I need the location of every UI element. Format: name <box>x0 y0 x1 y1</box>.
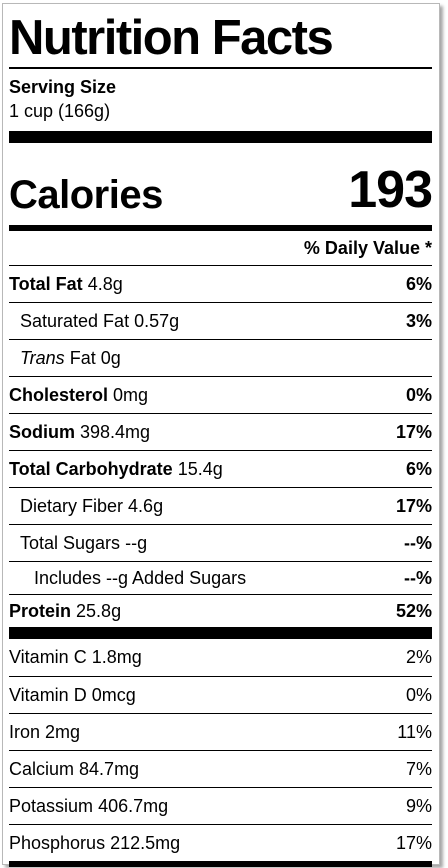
serving-size-label: Serving Size <box>9 77 117 97</box>
vitamin-label: Calcium 84.7mg <box>9 759 139 780</box>
vitamin-row-phosphorus: Phosphorus 212.5mg 17% <box>9 824 432 861</box>
calories-label: Calories <box>9 173 163 217</box>
vitamin-name: Potassium <box>9 795 94 816</box>
divider-thick <box>9 131 432 143</box>
nutrient-label: Total Sugars --g <box>20 533 147 554</box>
nutrient-label: Cholesterol 0mg <box>9 385 148 406</box>
vitamin-label: Vitamin D 0mcg <box>9 685 136 706</box>
nutrient-name: Fat <box>69 347 96 368</box>
nutrient-row-dietary-fiber: Dietary Fiber 4.6g 17% <box>9 487 432 524</box>
nutrient-daily-value: 17% <box>395 421 432 442</box>
nutrient-label: Trans Fat 0g <box>20 348 121 369</box>
nutrient-row-added-sugars: Includes --g Added Sugars --% <box>9 561 432 594</box>
vitamin-amount: 1.8mg <box>91 647 142 667</box>
nutrient-label: Saturated Fat 0.57g <box>20 311 179 332</box>
vitamin-daily-value: 2% <box>405 647 432 667</box>
nutrient-label: Total Fat 4.8g <box>9 274 123 295</box>
vitamin-row-iron: Iron 2mg 11% <box>9 713 432 750</box>
vitamin-daily-value: 0% <box>405 684 432 705</box>
vitamin-daily-value: 9% <box>405 795 432 816</box>
vitamin-daily-value: 17% <box>395 832 432 853</box>
nutrient-amount: 25.8g <box>76 600 122 621</box>
nutrient-amount: 4.6g <box>128 495 164 516</box>
nutrient-row-sodium: Sodium 398.4mg 17% <box>9 413 432 450</box>
vitamin-amount: 2mg <box>45 721 81 742</box>
nutrient-name: Total Carbohydrate <box>9 458 173 479</box>
nutrient-row-cholesterol: Cholesterol 0mg 0% <box>9 376 432 413</box>
nutrient-daily-value: 3% <box>405 310 432 331</box>
nutrient-daily-value: 0% <box>405 384 432 405</box>
vitamin-label: Vitamin C 1.8mg <box>9 647 142 668</box>
nutrient-row-total-sugars: Total Sugars --g --% <box>9 524 432 561</box>
nutrient-daily-value: 6% <box>405 458 432 479</box>
serving-size-value: 1 cup (166g) <box>9 101 111 121</box>
nutrient-row-total-fat: Total Fat 4.8g 6% <box>9 265 432 302</box>
vitamin-label: Phosphorus 212.5mg <box>9 833 180 854</box>
nutrient-amount: 398.4mg <box>80 421 151 442</box>
nutrient-amount: 0g <box>100 347 121 368</box>
nutrient-row-total-carbohydrate: Total Carbohydrate 15.4g 6% <box>9 450 432 487</box>
vitamin-label: Potassium 406.7mg <box>9 796 168 817</box>
label-title: Nutrition Facts <box>9 11 334 65</box>
serving-section: Serving Size 1 cup (166g) <box>9 69 432 131</box>
divider-medium <box>9 225 432 231</box>
vitamin-row-vitamin-c: Vitamin C 1.8mg 2% <box>9 639 432 676</box>
nutrient-name: Protein <box>9 600 72 621</box>
vitamin-label: Iron 2mg <box>9 722 80 743</box>
nutrient-name: Includes --g Added Sugars <box>34 567 247 588</box>
vitamin-name: Vitamin C <box>9 647 87 667</box>
nutrient-label: Dietary Fiber 4.6g <box>20 496 163 517</box>
nutrient-row-saturated-fat: Saturated Fat 0.57g 3% <box>9 302 432 339</box>
divider-bottom <box>9 861 432 867</box>
vitamin-amount: 212.5mg <box>110 832 181 853</box>
vitamin-amount: 84.7mg <box>79 758 140 779</box>
nutrient-daily-value: --% <box>404 567 432 588</box>
nutrient-amount: --g <box>125 532 148 553</box>
divider-thick <box>9 627 432 639</box>
nutrient-amount: 0mg <box>113 384 149 405</box>
vitamin-row-potassium: Potassium 406.7mg 9% <box>9 787 432 824</box>
daily-value-header: % Daily Value * <box>303 238 432 258</box>
nutrient-name-italic: Trans <box>20 347 65 368</box>
nutrient-daily-value: 17% <box>395 495 432 516</box>
nutrient-amount: 4.8g <box>87 273 123 294</box>
vitamin-daily-value: 7% <box>405 758 432 779</box>
calories-row: Calories 193 <box>9 143 433 225</box>
nutrient-daily-value: 52% <box>395 600 432 621</box>
nutrient-daily-value: --% <box>404 532 432 553</box>
vitamin-name: Vitamin D <box>9 684 87 705</box>
nutrient-row-trans-fat: Trans Fat 0g <box>9 339 432 376</box>
nutrient-row-protein: Protein 25.8g 52% <box>9 594 432 627</box>
nutrient-label: Protein 25.8g <box>9 601 121 622</box>
nutrient-name: Cholesterol <box>9 384 109 405</box>
vitamin-row-calcium: Calcium 84.7mg 7% <box>9 750 432 787</box>
nutrient-amount: 15.4g <box>177 458 223 479</box>
nutrient-name: Total Fat <box>9 273 83 294</box>
vitamin-name: Phosphorus <box>9 832 106 853</box>
vitamin-row-vitamin-d: Vitamin D 0mcg 0% <box>9 676 432 713</box>
divider <box>9 67 432 69</box>
nutrient-amount: 0.57g <box>134 310 180 331</box>
calories-value: 193 <box>348 161 433 219</box>
nutrient-daily-value: 6% <box>405 273 432 294</box>
vitamin-amount: 406.7mg <box>98 795 169 816</box>
nutrient-name: Saturated Fat <box>20 310 130 331</box>
vitamin-daily-value: 11% <box>397 721 432 742</box>
nutrient-label: Sodium 398.4mg <box>9 422 150 443</box>
nutrition-label: Nutrition Facts Serving Size 1 cup (166g… <box>2 3 440 867</box>
nutrient-label: Total Carbohydrate 15.4g <box>9 459 223 480</box>
nutrient-name: Dietary Fiber <box>20 495 124 516</box>
nutrient-name: Sodium <box>9 421 75 442</box>
vitamin-name: Calcium <box>9 758 75 779</box>
vitamin-name: Iron <box>9 721 41 742</box>
vitamin-amount: 0mcg <box>91 684 136 705</box>
nutrient-name: Total Sugars <box>20 532 121 553</box>
